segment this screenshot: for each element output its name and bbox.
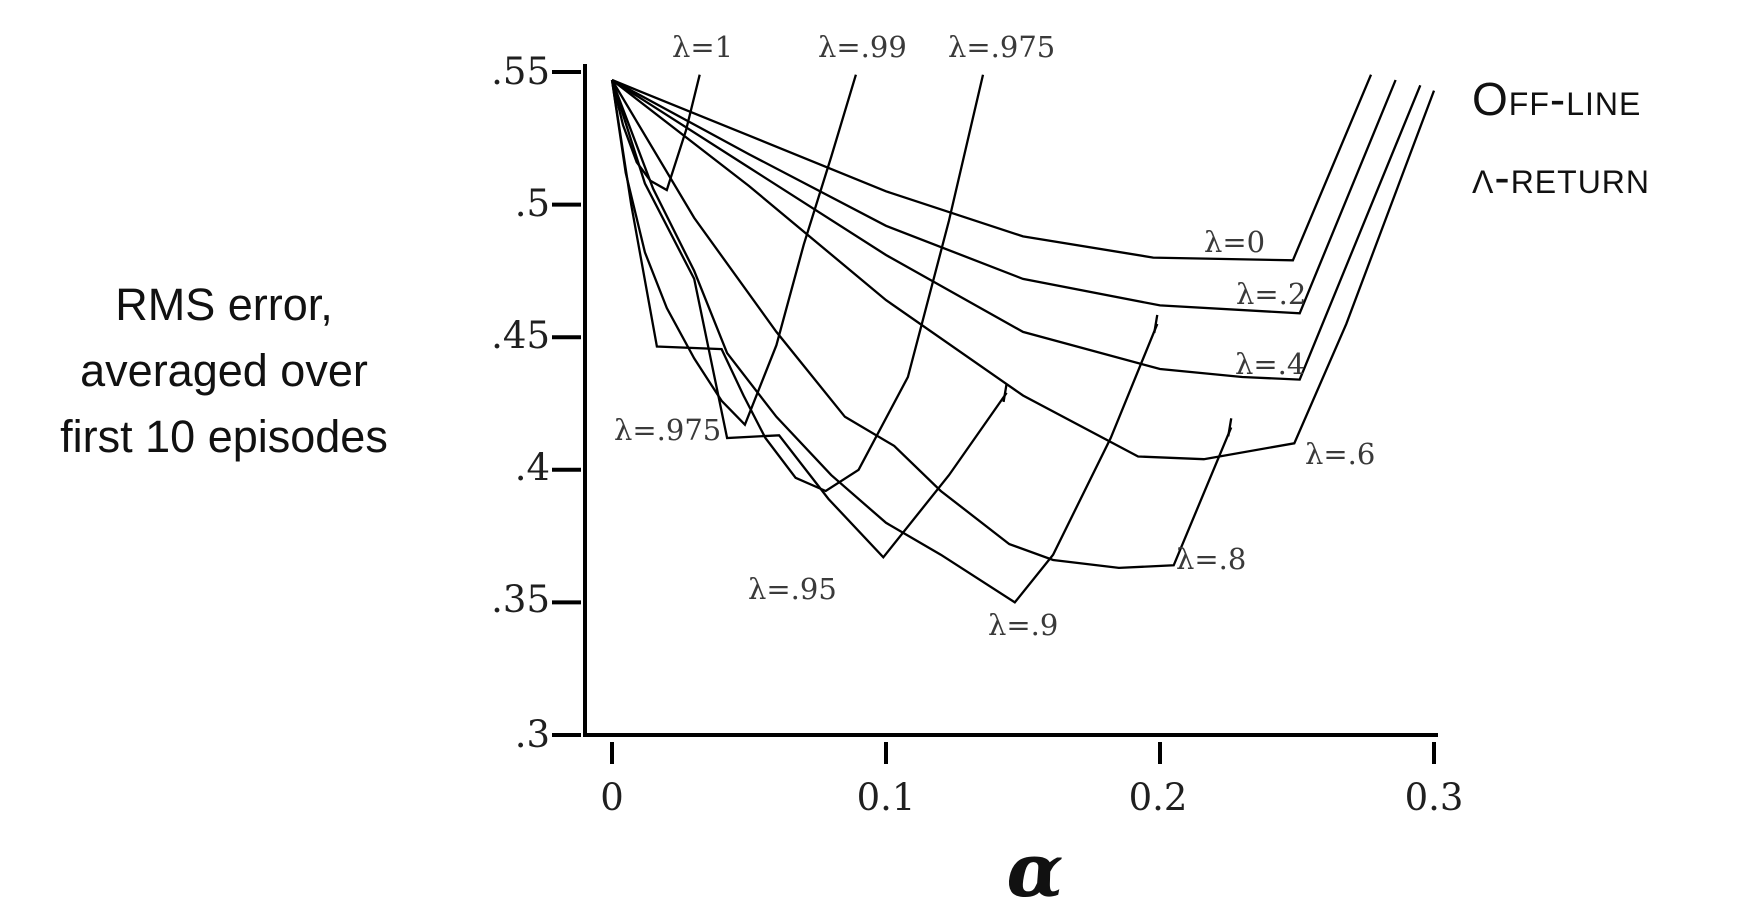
curve-label-lambda-975-left: λ=.975 <box>614 413 722 447</box>
curve-lambda=.2 <box>611 78 1397 315</box>
curve-lambda=.975 <box>610 74 985 493</box>
curve-lambda=1 <box>610 74 701 192</box>
y-tick-label-45: .45 <box>491 314 550 357</box>
y-tick-label-55: .55 <box>491 50 550 93</box>
curve-label-lambda-1: λ=1 <box>672 30 734 64</box>
x-tick-label-03: 0.3 <box>1404 776 1464 819</box>
algorithm-annotation: Off-line λ-return <box>1472 60 1650 216</box>
y-axis-title-line2: averaged over <box>80 345 368 396</box>
curve-label-lambda-0: λ=0 <box>1204 225 1266 259</box>
x-tick-label-01: 0.1 <box>856 776 916 819</box>
y-tick-label-4: .4 <box>514 446 550 489</box>
curve-end-tick-lambda=.9 <box>1153 314 1159 334</box>
curve-label-lambda-6: λ=.6 <box>1305 437 1376 471</box>
curve-lambda=.6 <box>611 79 1436 461</box>
curve-lambda=.9 <box>610 79 1159 604</box>
curve-label-lambda-99: λ=.99 <box>818 30 907 64</box>
y-axis-title-line1: RMS error, <box>115 279 333 330</box>
curve-lambda=.95 <box>610 79 1008 560</box>
curve-label-lambda-4: λ=.4 <box>1235 347 1306 381</box>
curve-label-lambda-2: λ=.2 <box>1236 277 1307 311</box>
x-tick-label-0: 0 <box>600 776 624 819</box>
y-axis-title-line3: first 10 episodes <box>60 411 388 462</box>
curve-lambda=0 <box>611 74 1373 262</box>
annotation-line2: λ-return <box>1472 151 1651 203</box>
curve-label-lambda-9: λ=.9 <box>988 608 1059 642</box>
annotation-line1: Off-line <box>1472 73 1642 125</box>
curve-lambda=.99 <box>610 74 858 427</box>
curve-label-lambda-975-top: λ=.975 <box>948 30 1056 64</box>
curve-end-tick-lambda=.95 <box>1002 383 1008 403</box>
curve-end-tick-lambda=.8 <box>1227 418 1233 437</box>
curve-label-lambda-95: λ=.95 <box>748 572 837 606</box>
y-axis-title: RMS error, averaged over first 10 episod… <box>0 272 448 470</box>
y-tick-label-5: .5 <box>514 182 550 225</box>
x-axis-title: α <box>1006 828 1064 914</box>
curve-lambda=.8 <box>611 79 1233 570</box>
y-tick-label-35: .35 <box>491 578 550 621</box>
y-tick-label-3: .3 <box>514 713 550 756</box>
curve-label-lambda-8: λ=.8 <box>1176 542 1247 576</box>
x-tick-label-02: 0.2 <box>1128 776 1188 819</box>
curve-lambda=.4 <box>611 79 1422 381</box>
